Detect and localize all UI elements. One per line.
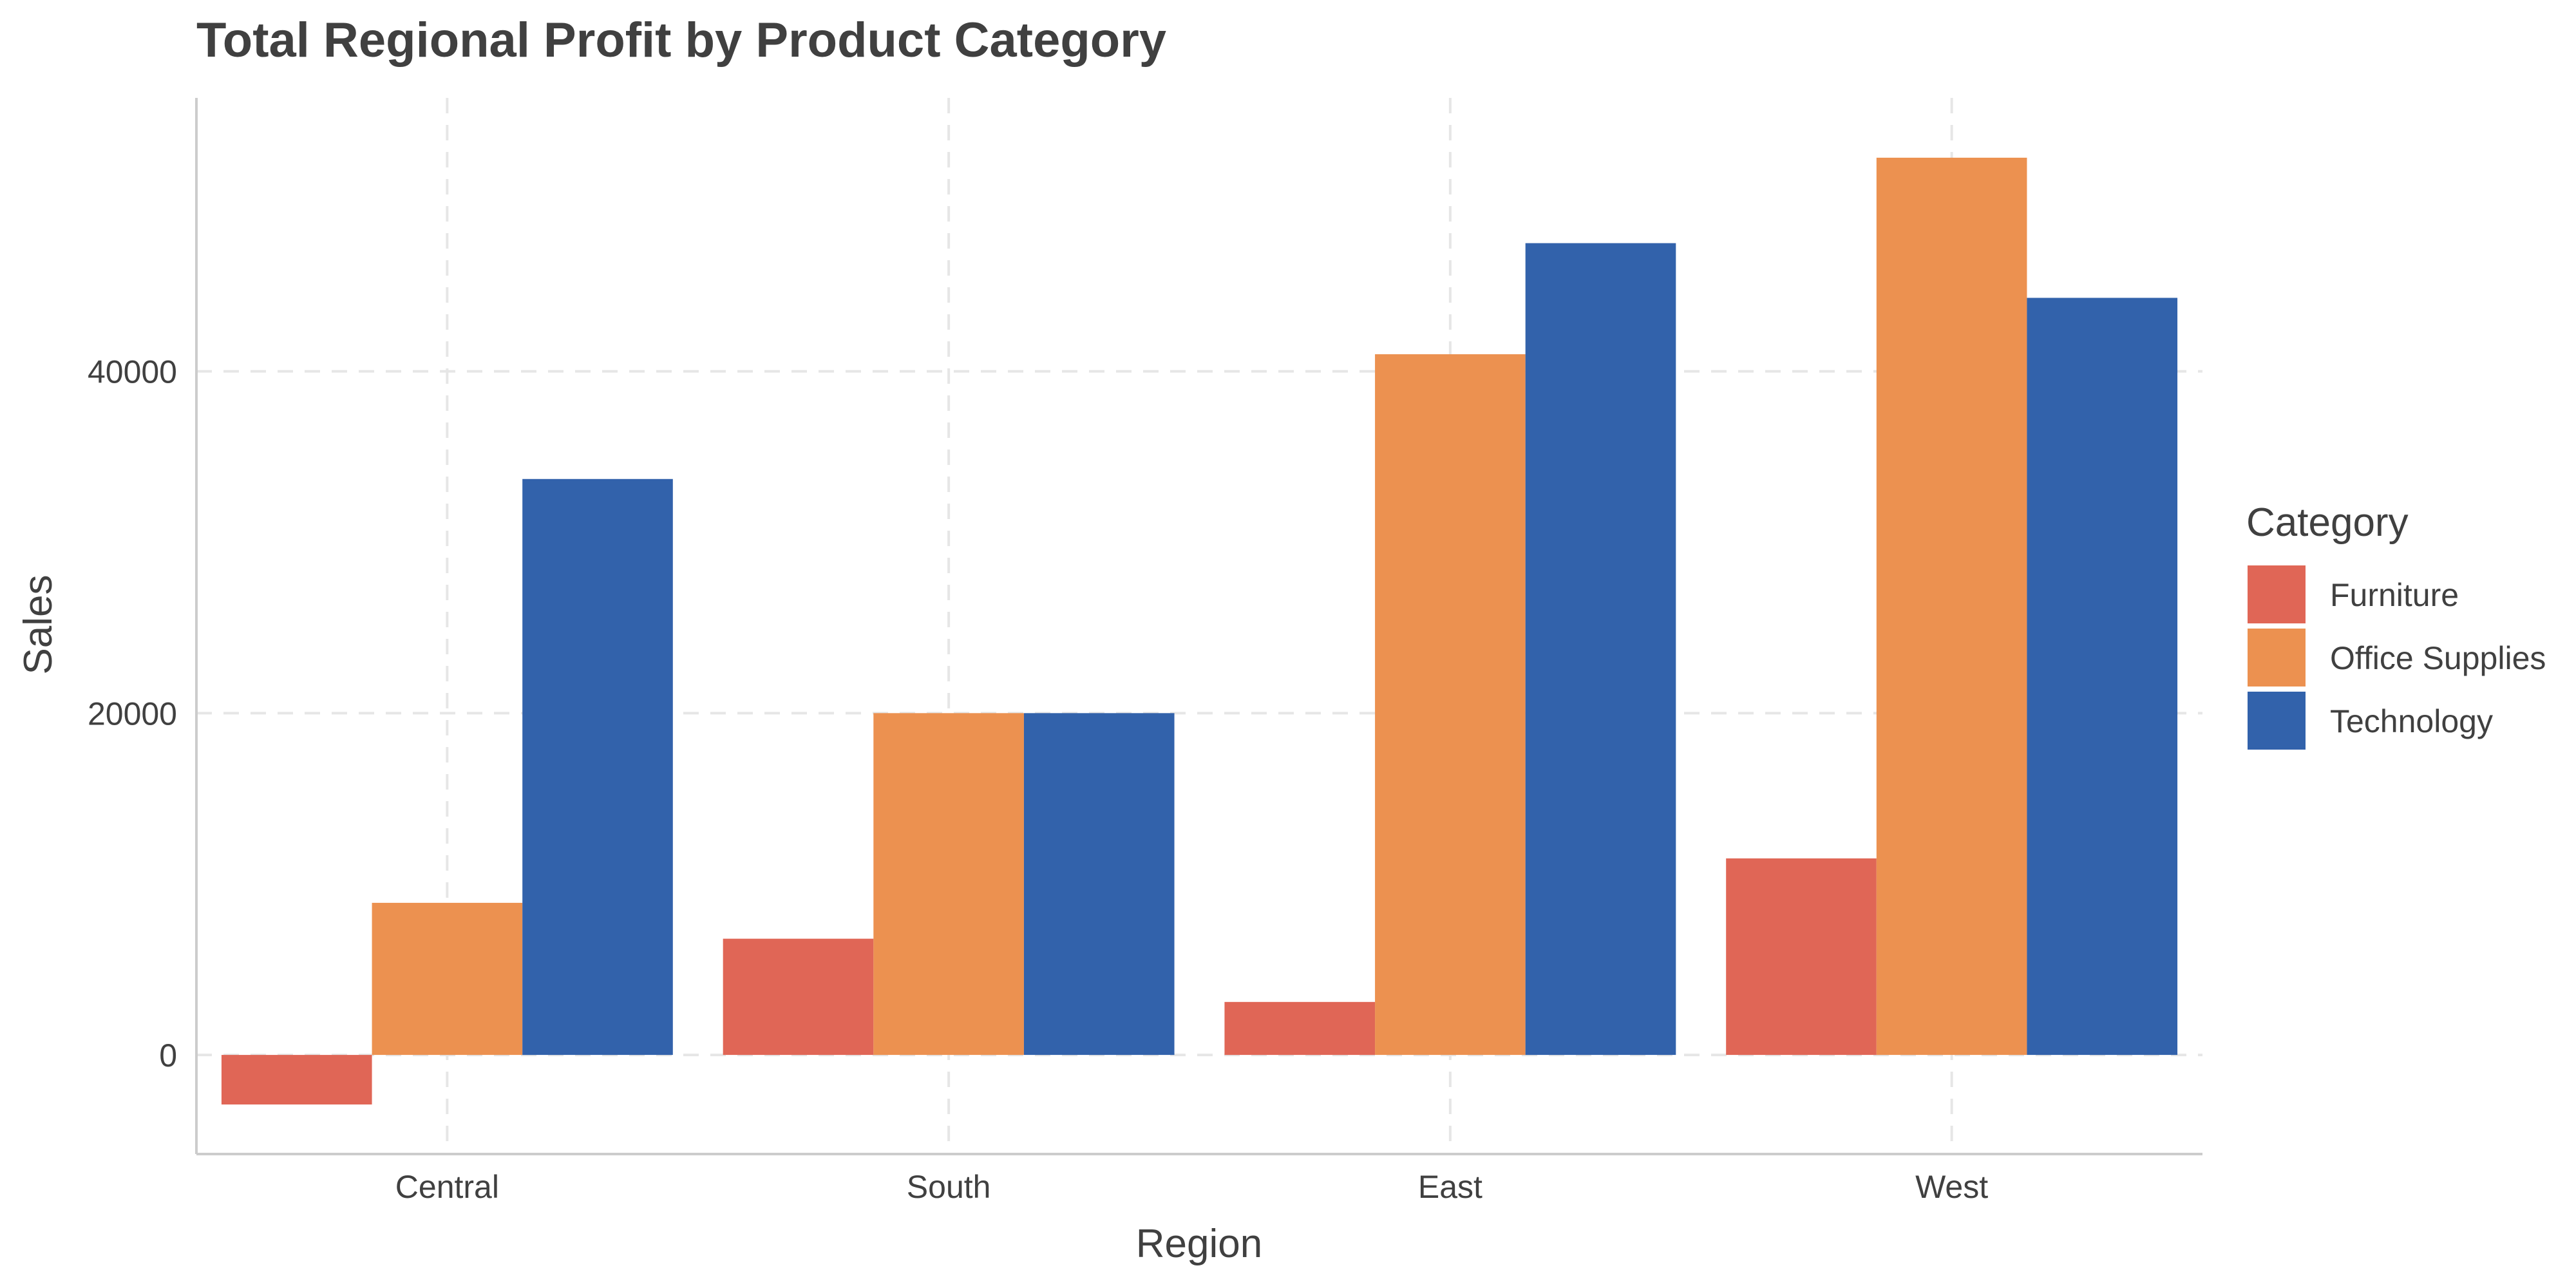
bar-furniture-central bbox=[221, 1055, 372, 1105]
bar-office-supplies-central bbox=[372, 902, 523, 1056]
legend-label: Technology bbox=[2330, 703, 2493, 739]
legend-key-furniture bbox=[2248, 565, 2306, 623]
x-tick-label: South bbox=[907, 1169, 991, 1205]
legend-key-office-supplies bbox=[2248, 629, 2306, 687]
x-tick-label: Central bbox=[395, 1169, 499, 1205]
legend-title: Category bbox=[2246, 500, 2409, 545]
y-axis-title: Sales bbox=[16, 574, 61, 674]
legend: Category Furniture Office Supplies Technol… bbox=[2246, 500, 2546, 750]
bar-furniture-east bbox=[1224, 1001, 1376, 1056]
bar-office-supplies-east bbox=[1375, 354, 1526, 1056]
legend-key-technology bbox=[2248, 692, 2306, 750]
x-tick-label: West bbox=[1915, 1169, 1988, 1205]
bar-furniture-south bbox=[723, 938, 874, 1056]
bar-furniture-west bbox=[1726, 858, 1877, 1056]
y-tick-label: 40000 bbox=[88, 354, 177, 390]
y-tick-label: 20000 bbox=[88, 696, 177, 732]
chart-title: Total Regional Profit by Product Categor… bbox=[196, 13, 1166, 68]
bar-technology-central bbox=[522, 478, 673, 1056]
bar-technology-east bbox=[1525, 243, 1676, 1056]
legend-label: Office Supplies bbox=[2330, 640, 2546, 676]
bars bbox=[221, 157, 2178, 1105]
tick-labels: 0 20000 40000 Central South East West bbox=[88, 354, 1988, 1205]
bar-office-supplies-south bbox=[873, 713, 1024, 1056]
bar-office-supplies-west bbox=[1876, 157, 2027, 1056]
x-tick-label: East bbox=[1418, 1169, 1482, 1205]
bar-technology-south bbox=[1023, 713, 1175, 1056]
axes bbox=[195, 98, 2202, 1155]
legend-label: Furniture bbox=[2330, 577, 2459, 613]
x-axis-title: Region bbox=[1136, 1222, 1262, 1266]
y-tick-label: 0 bbox=[159, 1037, 177, 1074]
bar-technology-west bbox=[2027, 298, 2178, 1056]
